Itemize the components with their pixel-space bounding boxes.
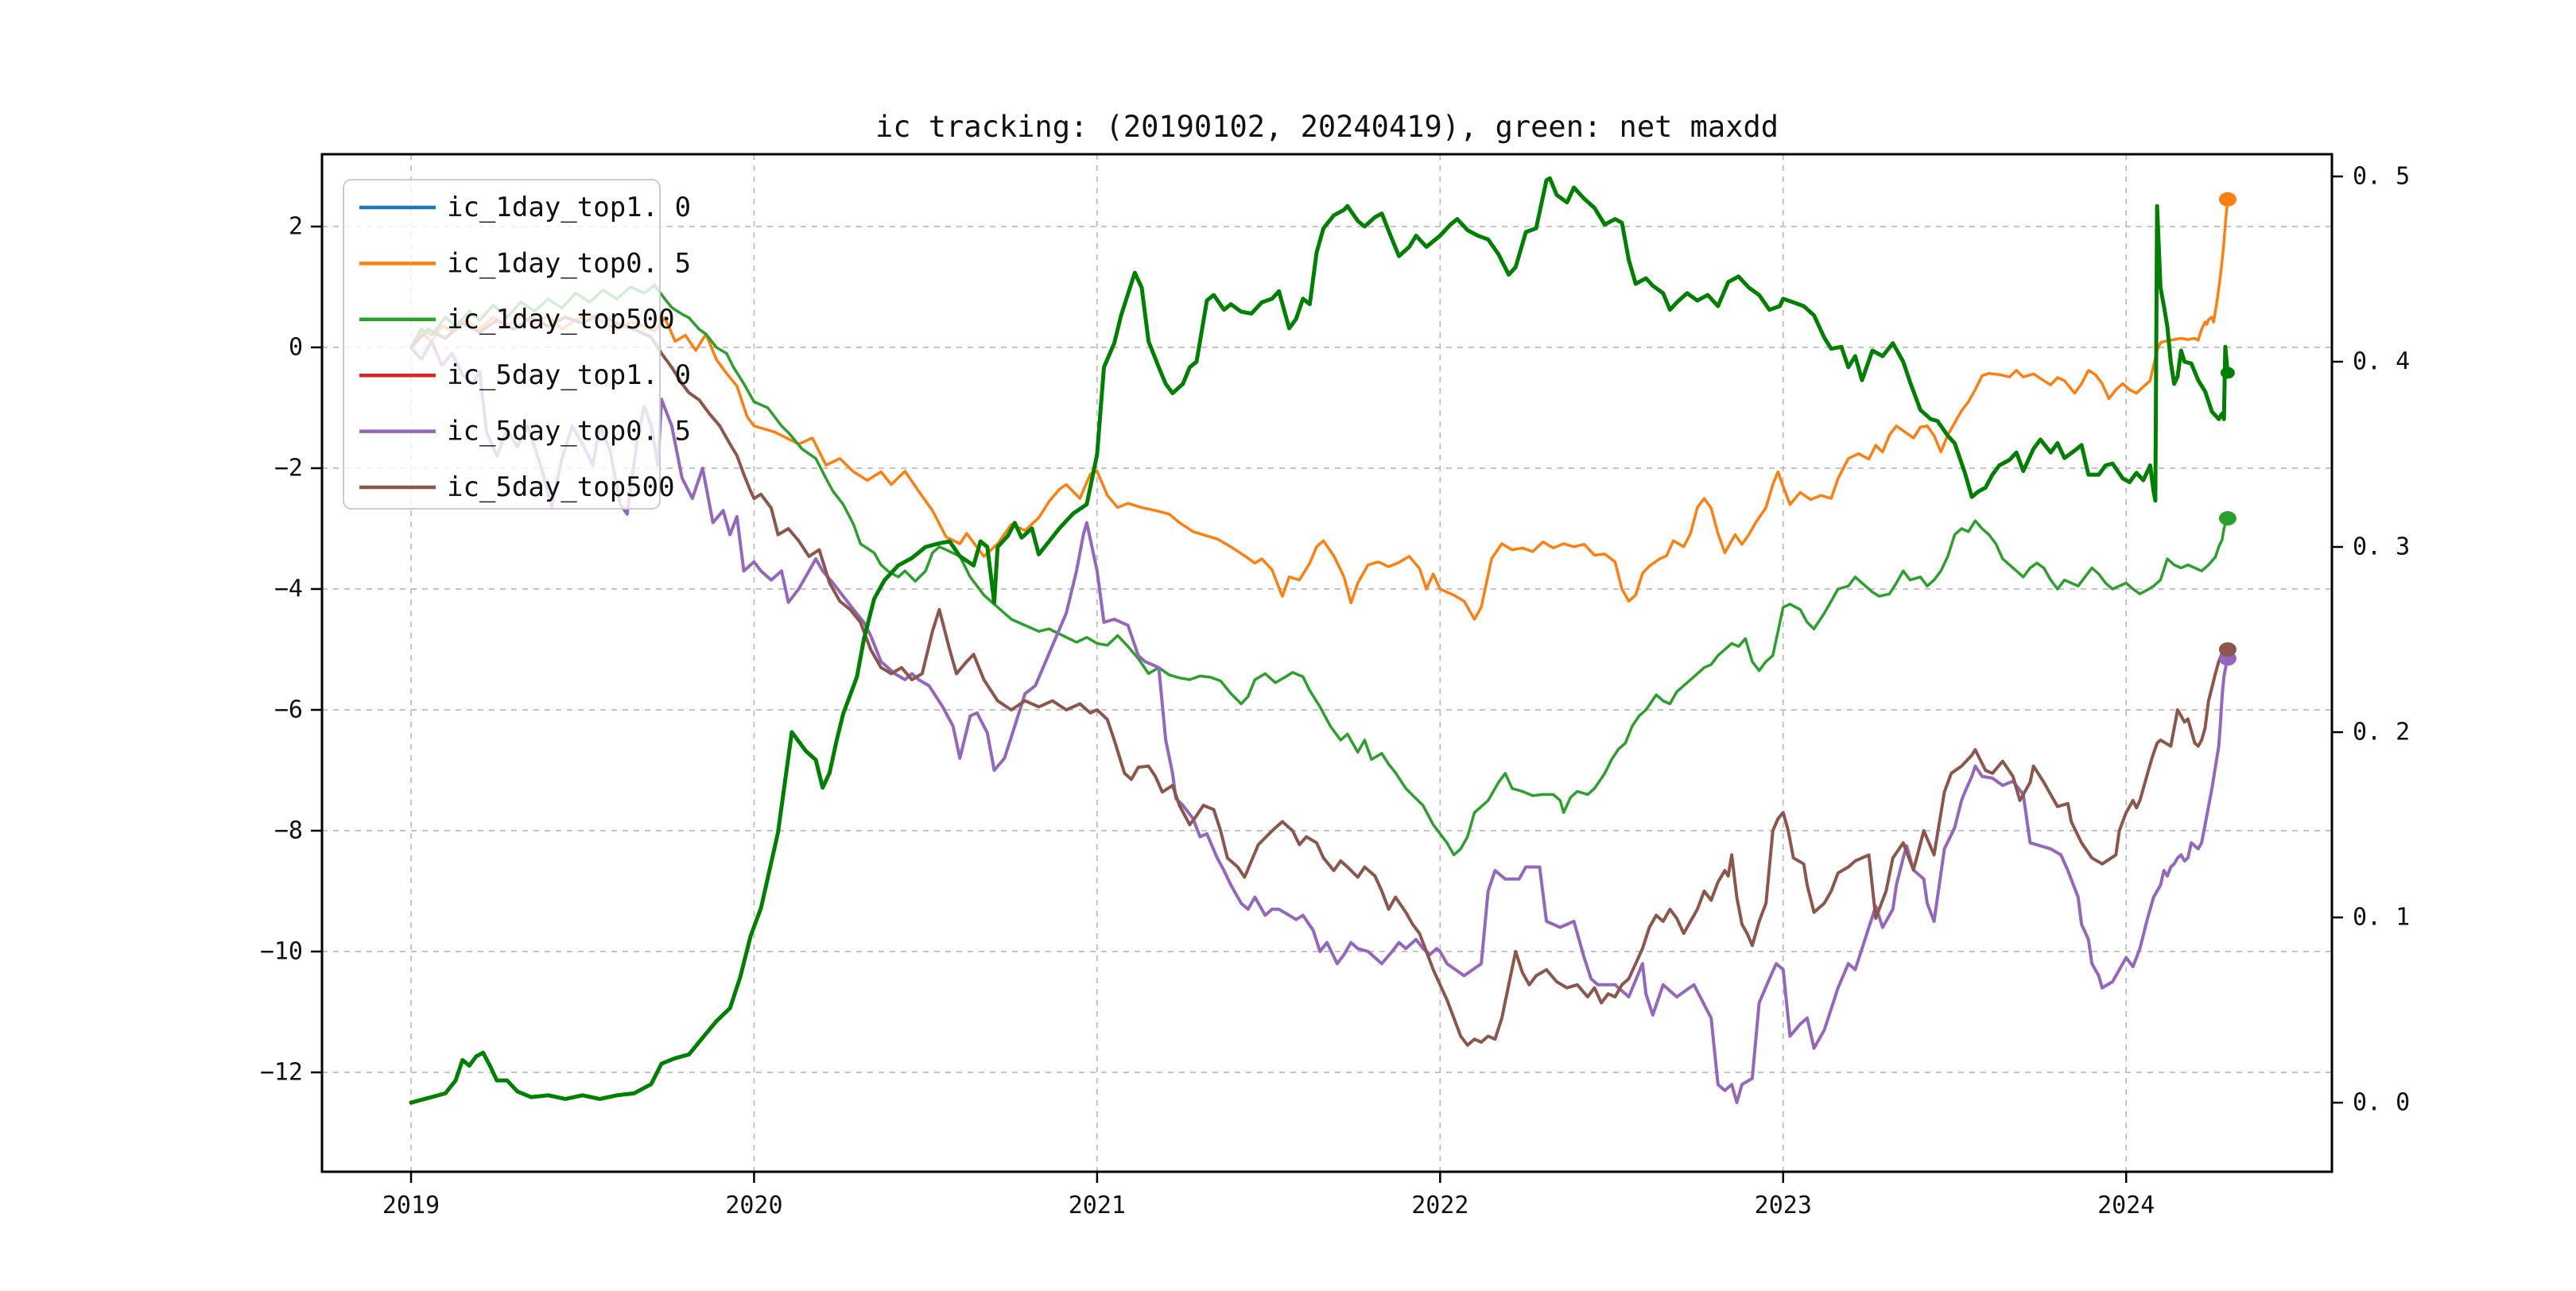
- legend-item-label: ic_5day_top1. 0: [447, 359, 691, 391]
- legend-box: [343, 179, 661, 510]
- left-axis-tick-label: −8: [274, 816, 303, 844]
- legend-item-label: ic_1day_top500: [447, 304, 675, 335]
- left-axis-tick-label: 2: [289, 212, 303, 240]
- left-axis-tick-label: −4: [274, 575, 303, 603]
- x-axis-tick-label: 2020: [725, 1192, 782, 1219]
- legend-item: ic_1day_top0. 5: [359, 247, 691, 279]
- right-axis-tick-label: 0. 3: [2353, 533, 2410, 561]
- right-axis-tick-label: 0. 0: [2353, 1089, 2410, 1117]
- x-axis-tick-label: 2021: [1069, 1192, 1126, 1219]
- legend-item-label: ic_5day_top500: [447, 471, 675, 503]
- right-axis-tick-label: 0. 5: [2353, 162, 2410, 190]
- legend-item-label: ic_5day_top0. 5: [447, 416, 691, 448]
- legend-item: ic_5day_top500: [359, 471, 675, 503]
- right-axis-tick-label: 0. 4: [2353, 347, 2410, 375]
- left-axis-tick-label: −10: [260, 937, 303, 965]
- grid-layer: [322, 154, 2332, 1172]
- x-axis-tick-label: 2022: [1411, 1192, 1468, 1219]
- x-axis-tick-label: 2019: [382, 1192, 440, 1219]
- legend-item-label: ic_1day_top0. 5: [447, 247, 691, 279]
- x-axis-tick-label: 2023: [1755, 1192, 1812, 1219]
- series-end-dot-orange: [2218, 192, 2237, 207]
- chart-title: ic tracking: (20190102, 20240419), green…: [875, 110, 1779, 144]
- series-line-brown: [409, 312, 2229, 1047]
- series-line-net: [409, 176, 2230, 1105]
- axes-layer: 2 0 −2 −4 −6 −8 −10 −12 0. 5 0. 4 0. 3 0. 2 0. 1 0. 0…: [260, 153, 2410, 1219]
- series-end-dot-net: [2220, 366, 2235, 379]
- series-end-dot-green500: [2218, 511, 2237, 526]
- legend: ic_1day_top1. 0 ic_1day_top0. 5 ic_1day_to…: [343, 179, 691, 510]
- legend-item: ic_1day_top500: [359, 304, 675, 335]
- plot-border: [320, 153, 2334, 1173]
- x-axis-tick-label: 2024: [2097, 1192, 2155, 1219]
- legend-item: ic_5day_top0. 5: [359, 416, 691, 448]
- series-layer: [409, 176, 2237, 1105]
- left-axis-tick-label: −6: [274, 696, 303, 723]
- legend-item: ic_1day_top1. 0: [359, 192, 691, 223]
- left-axis-tick-label: 0: [289, 333, 303, 361]
- legend-item: ic_5day_top1. 0: [359, 359, 691, 391]
- series-end-dot-brown: [2218, 642, 2237, 657]
- series-line-orange: [409, 198, 2229, 621]
- right-axis-tick-label: 0. 1: [2353, 904, 2410, 932]
- series-line-green500: [409, 283, 2229, 857]
- right-axis-tick-label: 0. 2: [2353, 719, 2410, 746]
- left-axis-tick-label: −2: [274, 454, 303, 482]
- series-line-purple: [409, 339, 2229, 1104]
- left-axis-tick-label: −12: [260, 1058, 303, 1086]
- legend-item-label: ic_1day_top1. 0: [447, 192, 691, 223]
